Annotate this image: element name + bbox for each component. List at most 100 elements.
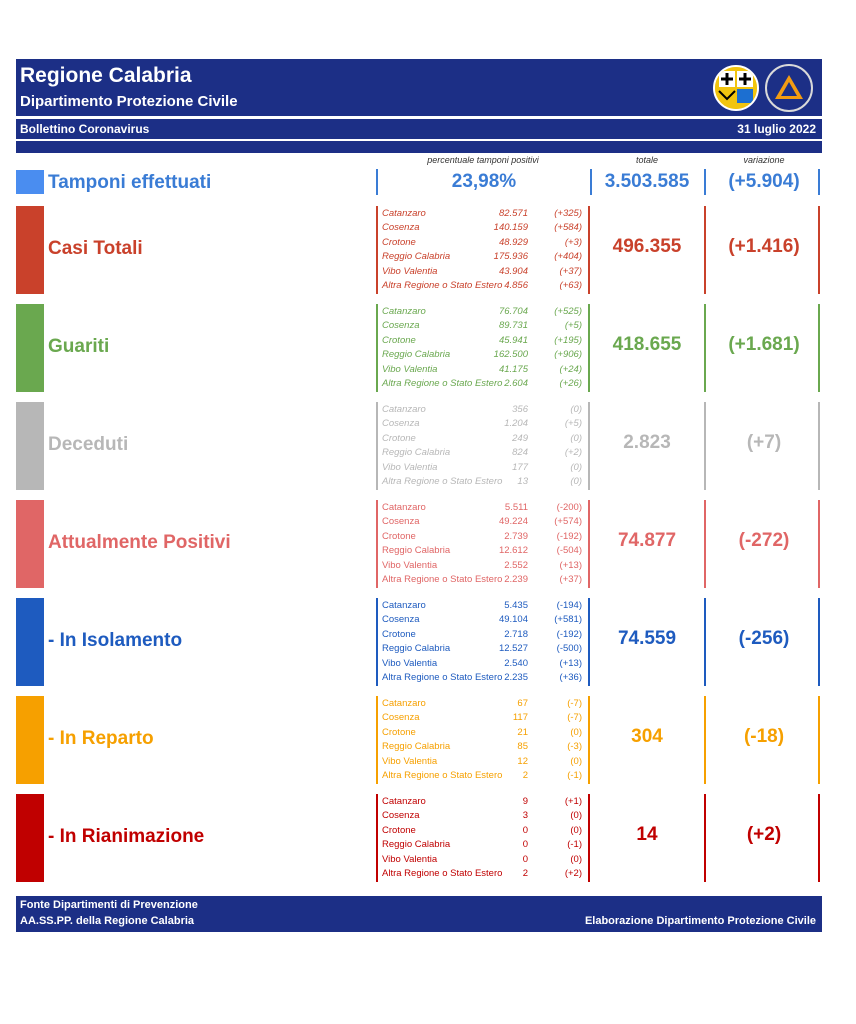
province-delta: (-194) xyxy=(556,600,582,611)
province-value: 12.612 xyxy=(498,545,528,557)
province-row: Altra Regione o Stato Estero 4.856 (+63) xyxy=(382,280,582,294)
province-delta: (+574) xyxy=(554,516,582,528)
province-row: Vibo Valentia 2.540 (+13) xyxy=(382,658,582,672)
province-value: 49.104 xyxy=(498,614,528,626)
province-row: Cosenza 1.204 (+5) xyxy=(382,418,582,432)
province-row: Crotone 48.929 (+3) xyxy=(382,237,582,251)
province-breakdown: Catanzaro 76.704 (+525) Cosenza 89.731 (+5) Cr… xyxy=(376,304,590,392)
province-value: 249 xyxy=(512,432,528,444)
province-delta: (+404) xyxy=(554,251,582,263)
province-value: 4.856 xyxy=(504,280,528,291)
province-name: Reggio Calabria xyxy=(382,251,451,263)
section-variation: (+1.681) xyxy=(728,334,800,355)
variation-divider xyxy=(818,304,820,392)
province-delta: (+5) xyxy=(564,418,582,430)
province-value: 2 xyxy=(522,868,528,879)
section-total: 418.655 xyxy=(612,334,682,355)
province-row: Catanzaro 9 (+1) xyxy=(382,796,582,810)
province-value: 41.175 xyxy=(498,363,528,375)
province-delta: (+906) xyxy=(554,349,582,361)
province-name: Reggio Calabria xyxy=(382,349,451,361)
province-value: 3 xyxy=(522,810,528,822)
province-row: Catanzaro 5.435 (-194) xyxy=(382,600,582,614)
province-name: Altra Regione o Stato Estero xyxy=(382,868,503,879)
province-name: Cosenza xyxy=(382,516,420,528)
section-total: 496.355 xyxy=(612,236,682,257)
province-name: Cosenza xyxy=(382,222,420,234)
province-row: Cosenza 117 (-7) xyxy=(382,712,582,726)
province-breakdown: Catanzaro 9 (+1) Cosenza 3 (0) Crotone 0 (0) Regg… xyxy=(376,794,590,882)
province-delta: (0) xyxy=(570,726,582,738)
province-value: 162.500 xyxy=(493,349,528,361)
province-value: 177 xyxy=(512,461,528,473)
province-name: Altra Regione o Stato Estero xyxy=(382,280,503,291)
province-name: Catanzaro xyxy=(382,208,426,219)
province-row: Altra Regione o Stato Estero 2.604 (+26) xyxy=(382,378,582,392)
province-value: 1.204 xyxy=(504,418,528,430)
section-total: 14 xyxy=(636,824,658,845)
section-deceduti: Deceduti Catanzaro 356 (0) Cosenza 1.204 (+5) C… xyxy=(16,402,822,490)
total-column-header: totale xyxy=(635,155,659,165)
province-delta: (+37) xyxy=(559,265,582,277)
province-delta: (-7) xyxy=(567,698,582,709)
province-value: 175.936 xyxy=(493,251,528,263)
province-row: Cosenza 3 (0) xyxy=(382,810,582,824)
variation-divider xyxy=(704,696,706,784)
section-color-bar xyxy=(16,500,44,588)
section-color-bar xyxy=(16,794,44,882)
province-name: Catanzaro xyxy=(382,404,426,415)
variation-divider xyxy=(704,304,706,392)
section-casi-totali: Casi Totali Catanzaro 82.571 (+325) Cosenza 1… xyxy=(16,206,822,294)
province-delta: (+24) xyxy=(559,363,582,375)
province-name: Reggio Calabria xyxy=(382,447,451,459)
tamponi-divider xyxy=(818,169,820,195)
province-value: 85 xyxy=(517,741,528,753)
province-delta: (+2) xyxy=(564,868,582,879)
province-value: 140.159 xyxy=(493,222,528,234)
province-name: Altra Regione o Stato Estero xyxy=(382,574,503,585)
section-label: - In Reparto xyxy=(48,728,154,749)
section-variation: (-256) xyxy=(738,628,790,649)
province-delta: (+63) xyxy=(559,280,582,291)
province-value: 82.571 xyxy=(498,208,528,219)
section-variation: (+2) xyxy=(746,824,782,845)
province-row: Altra Regione o Stato Estero 13 (0) xyxy=(382,476,582,490)
province-value: 117 xyxy=(512,712,528,724)
province-row: Crotone 45.941 (+195) xyxy=(382,335,582,349)
province-row: Reggio Calabria 175.936 (+404) xyxy=(382,251,582,265)
province-name: Cosenza xyxy=(382,810,420,822)
source-line-2: AA.SS.PP. della Regione Calabria xyxy=(20,915,195,927)
section-color-bar xyxy=(16,402,44,490)
header-banner: Regione Calabria Dipartimento Protezione… xyxy=(16,59,822,116)
variation-divider xyxy=(818,696,820,784)
province-delta: (0) xyxy=(570,853,582,865)
province-row: Crotone 21 (0) xyxy=(382,727,582,741)
province-name: Crotone xyxy=(382,726,416,738)
province-row: Vibo Valentia 41.175 (+24) xyxy=(382,364,582,378)
civil-protection-logo-icon xyxy=(765,64,813,112)
province-delta: (0) xyxy=(570,461,582,473)
section-color-bar xyxy=(16,696,44,784)
province-value: 89.731 xyxy=(498,320,528,332)
section-label: Guariti xyxy=(48,336,110,357)
footer-banner: Fonte Dipartimenti di Prevenzione AA.SS.… xyxy=(16,896,822,932)
province-name: Cosenza xyxy=(382,712,420,724)
province-row: Reggio Calabria 824 (+2) xyxy=(382,447,582,461)
province-name: Catanzaro xyxy=(382,600,426,611)
province-breakdown: Catanzaro 5.435 (-194) Cosenza 49.104 (+581) C… xyxy=(376,598,590,686)
province-delta: (+195) xyxy=(554,334,582,346)
province-row: Altra Regione o Stato Estero 2 (-1) xyxy=(382,770,582,784)
province-row: Crotone 0 (0) xyxy=(382,825,582,839)
section-variation: (+1.416) xyxy=(728,236,800,257)
variation-divider xyxy=(704,206,706,294)
province-value: 2.540 xyxy=(504,657,528,669)
province-row: Catanzaro 82.571 (+325) xyxy=(382,208,582,222)
variation-divider xyxy=(818,598,820,686)
province-delta: (-1) xyxy=(567,839,582,851)
province-row: Crotone 2.739 (-192) xyxy=(382,531,582,545)
province-name: Crotone xyxy=(382,628,416,640)
province-row: Reggio Calabria 12.527 (-500) xyxy=(382,643,582,657)
province-name: Reggio Calabria xyxy=(382,741,451,753)
section-total: 74.559 xyxy=(617,628,677,649)
province-name: Cosenza xyxy=(382,418,420,430)
